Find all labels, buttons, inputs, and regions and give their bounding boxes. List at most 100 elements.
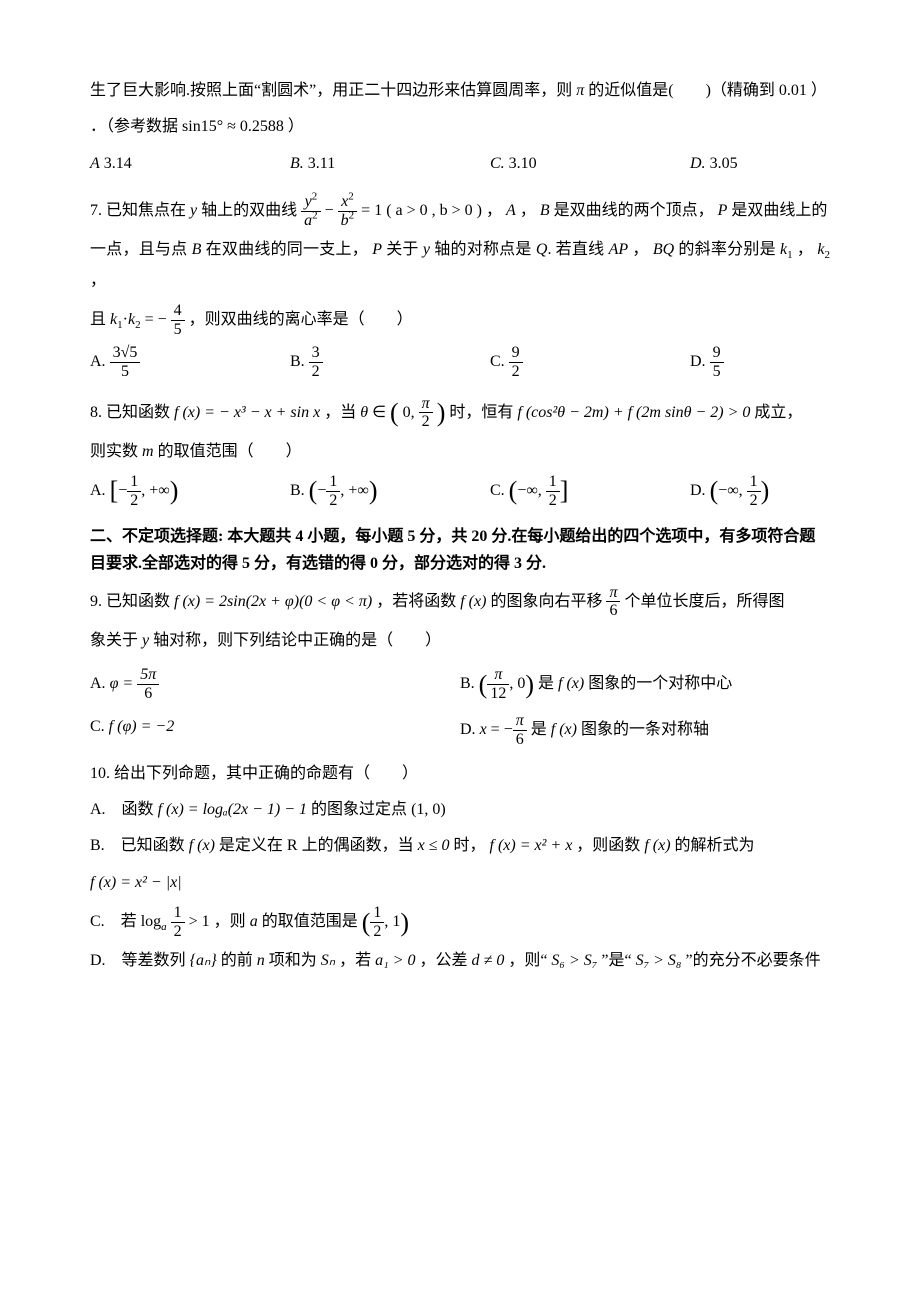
- q10d-a1: a₁ > 0: [375, 952, 415, 969]
- q6-text-1: 生了巨大影响.按照上面“割圆术”，用正二十四边形来估算圆周率，则: [90, 82, 572, 99]
- set-R: R: [287, 837, 298, 854]
- q10d-dne: d ≠ 0: [472, 952, 505, 969]
- q8a-num: 1: [127, 473, 141, 492]
- q7-l2f: ，: [632, 241, 648, 258]
- q9d-tail: 是: [531, 721, 547, 738]
- q9b-tail2: 图象的一个对称中心: [588, 675, 732, 692]
- q7c-den: 2: [509, 363, 523, 381]
- q7b-num: 3: [309, 344, 323, 363]
- q10-opt-b: B. 已知函数 f (x) 是定义在 R 上的偶函数，当 x ≤ 0 时， f …: [90, 831, 830, 861]
- q9d-tail2: 图象的一条对称轴: [581, 721, 709, 738]
- label-c: C.: [490, 353, 505, 370]
- q8-lead-c: 时，恒有: [449, 403, 513, 420]
- q8-line2: 则实数 m 的取值范围（ ）: [90, 437, 830, 467]
- label-b: B.: [290, 155, 304, 172]
- fx-name2: f (x): [558, 675, 584, 692]
- q7-lead-d: ，: [520, 202, 536, 219]
- q6-a-val: 3.14: [104, 155, 132, 172]
- q10c-log-num: 1: [171, 904, 185, 923]
- q10d-s78: S₇ > S₈: [636, 952, 682, 969]
- theta-lo: 0: [403, 403, 411, 420]
- q7b-den: 2: [309, 363, 323, 381]
- label-d: D.: [690, 482, 706, 499]
- label-c: C.: [490, 155, 505, 172]
- q6-line1: 生了巨大影响.按照上面“割圆术”，用正二十四边形来估算圆周率，则 π 的近似值是…: [90, 76, 830, 106]
- q9-lead: 9. 已知函数: [90, 592, 170, 609]
- q10b-f: 的解析式为: [675, 837, 755, 854]
- q10d-Sn: Sₙ: [321, 952, 335, 969]
- q9-row-cd: C. f (φ) = −2 D. x = −π6 是 f (x) 图象的一条对称…: [90, 712, 830, 748]
- q6-opt-d: D. 3.05: [690, 149, 890, 179]
- q6-d-val: 3.05: [710, 155, 738, 172]
- q7-l2h: ，: [797, 241, 813, 258]
- q10c-lo-num: 1: [370, 904, 384, 923]
- fx-name5: f (x): [644, 837, 670, 854]
- q9-shift-den: 6: [606, 602, 620, 620]
- q8-lead-d: 成立，: [754, 403, 802, 420]
- q9a-expr: φ = 5π6: [110, 666, 160, 702]
- line-AP: AP: [609, 241, 629, 258]
- pt-B: B: [540, 202, 550, 219]
- fx-name3: f (x): [551, 721, 577, 738]
- q10c-log-den: 2: [171, 923, 185, 941]
- q10b-ans: f (x) = x² − |x|: [90, 874, 182, 891]
- q9-line2: 象关于 y 轴对称，则下列结论中正确的是（ ）: [90, 626, 830, 656]
- q6-sin-data: sin15° ≈ 0.2588: [182, 118, 284, 135]
- fx-name1: f (x): [460, 592, 486, 609]
- q7-l2g: 的斜率分别是: [678, 241, 775, 258]
- q8b-int: (−12, +∞): [309, 473, 378, 509]
- q10c-log: loga 12 > 1: [141, 904, 210, 940]
- label-b: B.: [290, 482, 305, 499]
- section2-head: 二、不定项选择题: 本大题共 4 小题，每小题 5 分，共 20 分.在每小题给…: [90, 523, 830, 577]
- q9-lead-c: 的图象向右平移: [490, 592, 602, 609]
- q7-l2c: 关于: [386, 241, 418, 258]
- q9b-den: 12: [487, 685, 509, 703]
- q6-opt-c: C. 3.10: [490, 149, 690, 179]
- q6-text-2: 的近似值是( )（精确到: [588, 82, 775, 99]
- q8-l2: 则实数: [90, 443, 138, 460]
- q10d-f: ，则“: [508, 952, 547, 969]
- label-a: A: [90, 155, 100, 172]
- q10a-fx: f (x) = logₐ(2x − 1) − 1: [158, 801, 307, 818]
- q9-l2b: 轴对称，则下列结论中正确的是（ ）: [153, 632, 441, 649]
- q10d-h: ”的充分不必要条件: [685, 952, 820, 969]
- label-a: A.: [90, 482, 106, 499]
- y-axis: y: [190, 202, 197, 219]
- k1k2-num: 4: [171, 302, 185, 321]
- q7d-num: 9: [710, 344, 724, 363]
- q9-shift-num: π: [606, 584, 620, 603]
- q9-line1: 9. 已知函数 f (x) = 2sin(2x + φ)(0 < φ < π) …: [90, 584, 830, 620]
- label-a: A.: [90, 675, 106, 692]
- q10b-fx: f (x) = x² + x: [490, 837, 573, 854]
- q9c-expr: f (φ) = −2: [109, 718, 175, 735]
- q7-line2: 一点，且与点 B 在双曲线的同一支上， P 关于 y 轴的对称点是 Q. 若直线…: [90, 235, 830, 296]
- q6-line2: ．（参考数据 sin15° ≈ 0.2588 ）: [90, 112, 830, 142]
- q10-opt-c: C. 若 loga 12 > 1 ，则 a 的取值范围是 (12, 1): [90, 904, 830, 940]
- q8-lead: 8. 已知函数: [90, 403, 170, 420]
- q10d-d: ，若: [339, 952, 371, 969]
- q10d-e: ，公差: [420, 952, 468, 969]
- q8a-den: 2: [127, 492, 141, 510]
- theta-hi-num: π: [419, 395, 433, 414]
- q10c-lo-den: 2: [370, 923, 384, 941]
- q10-lead: 10. 给出下列命题，其中正确的命题有（ ）: [90, 759, 830, 789]
- q7-line3: 且 k1·k2 = − 45 ，则双曲线的离心率是（ ）: [90, 302, 830, 338]
- q10c-a: C. 若: [90, 913, 137, 930]
- var-n: n: [257, 952, 265, 969]
- q7-l2a: 一点，且与点: [90, 241, 187, 258]
- q7-lead-c: ，: [486, 202, 502, 219]
- fx-name4: f (x): [189, 837, 215, 854]
- q9-opt-c: C. f (φ) = −2: [90, 712, 460, 748]
- q10a-pt: (1, 0): [411, 801, 446, 818]
- theta: θ: [360, 403, 368, 420]
- theta-interval: ( 0, π2 ): [390, 395, 445, 431]
- pt-P2: P: [372, 241, 382, 258]
- q8-ineq: f (cos²θ − 2m) + f (2m sinθ − 2) > 0: [517, 403, 750, 420]
- theta-hi-den: 2: [419, 413, 433, 431]
- q7-lead: 7. 已知焦点在: [90, 202, 186, 219]
- q8-line1: 8. 已知函数 f (x) = − x³ − x + sin x ，当 θ ∈ …: [90, 395, 830, 431]
- label-c: C.: [90, 718, 105, 735]
- q8-lead-b: ，当: [324, 403, 356, 420]
- q10d-s67: S₆ > S₇: [551, 952, 597, 969]
- q7-l2i: ，: [90, 272, 106, 289]
